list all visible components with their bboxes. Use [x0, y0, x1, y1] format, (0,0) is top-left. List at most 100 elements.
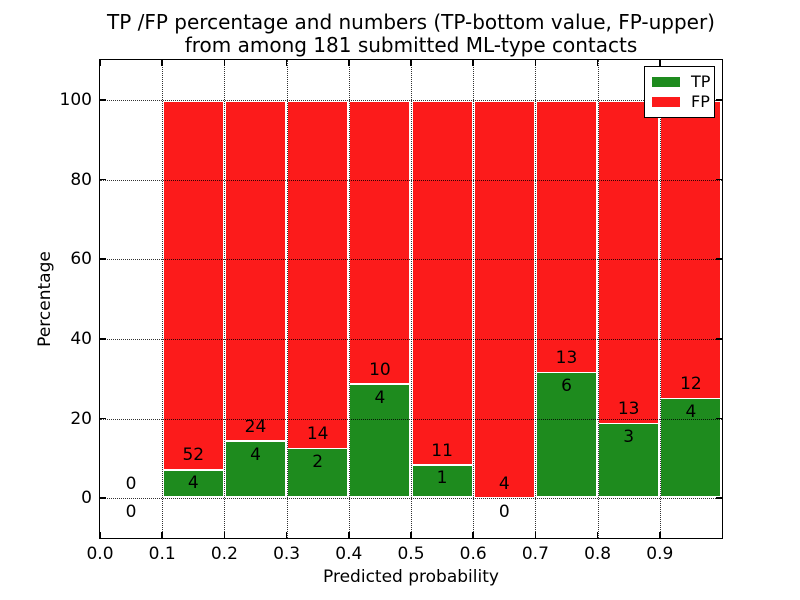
x-tick-label-0.8: 0.8: [584, 544, 612, 564]
fp-bar-segment: [537, 101, 596, 372]
y-tick-label-40: 40: [70, 328, 92, 349]
x-tick-mark-bottom: [659, 532, 661, 538]
fp-bar-segment: [163, 101, 223, 469]
fp-count-label: 11: [431, 440, 453, 461]
legend-label-tp: TP: [691, 72, 711, 91]
chart-title-line1: TP /FP percentage and numbers (TP-bottom…: [107, 10, 715, 34]
x-tick-mark-top: [99, 60, 101, 66]
x-tick-mark-bottom: [534, 532, 537, 538]
gridline-x-0.1: [162, 60, 164, 538]
y-tick-mark-left: [100, 178, 106, 181]
fp-bar-segment: [226, 101, 285, 441]
y-tick-mark-left: [100, 338, 106, 340]
y-tick-mark-right: [716, 338, 722, 340]
x-tick-label-0.3: 0.3: [273, 544, 301, 564]
tp-bar-segment: [537, 373, 596, 497]
tp-bar-segment: [163, 470, 223, 497]
x-tick-label-0.2: 0.2: [210, 544, 238, 564]
gridline-x-0.8: [597, 60, 599, 538]
x-tick-mark-bottom: [410, 532, 412, 538]
tp-count-label: 4: [250, 444, 261, 465]
bar-group-0.9: [659, 99, 722, 499]
gridline-y-80: [100, 179, 722, 181]
gridline-x-0.5: [411, 60, 412, 538]
fp-bar-segment: [288, 101, 348, 448]
legend-entry-fp: FP: [652, 92, 710, 112]
y-tick-label-60: 60: [70, 249, 92, 270]
fp-count-label: 0: [125, 473, 137, 494]
fp-count-label: 13: [617, 399, 640, 420]
gridline-y-100: [100, 99, 722, 101]
x-tick-mark-top: [348, 60, 350, 66]
y-tick-mark-left: [100, 497, 106, 499]
tp-count-label: 0: [125, 501, 137, 522]
tp-bar-segment: [661, 399, 721, 497]
gridline-x-0.2: [224, 60, 226, 538]
gridline-y-20: [100, 418, 722, 420]
x-tick-mark-bottom: [161, 532, 163, 538]
x-tick-mark-bottom: [99, 532, 101, 538]
x-tick-mark-bottom: [348, 532, 350, 538]
gridline-y-0: [100, 498, 722, 500]
bar-group-0.5: [411, 99, 474, 499]
fp-count-label: 14: [306, 423, 329, 444]
x-tick-label-0.5: 0.5: [397, 544, 425, 564]
tp-bar-segment: [288, 449, 348, 497]
tp-count-label: 6: [561, 375, 572, 396]
tp-bar-segment: [226, 442, 285, 497]
x-tick-mark-top: [534, 60, 537, 66]
fp-count-label: 13: [555, 347, 578, 368]
x-tick-label-0.4: 0.4: [335, 544, 363, 564]
x-tick-mark-top: [659, 60, 661, 66]
x-tick-mark-bottom: [223, 532, 226, 538]
y-tick-mark-left: [100, 417, 106, 420]
x-tick-label-0.6: 0.6: [459, 544, 487, 564]
legend-label-fp: FP: [691, 92, 710, 111]
y-tick-mark-right: [716, 258, 722, 260]
x-axis-label: Predicted probability: [323, 567, 499, 587]
fp-bar-segment: [350, 101, 410, 384]
bar-group-0.6: [473, 99, 536, 499]
fp-bar-segment: [661, 101, 721, 398]
fp-count-label: 12: [680, 374, 702, 395]
bar-group-0.4: [348, 99, 411, 499]
fp-count-label: 24: [244, 416, 267, 437]
fp-count-label: 52: [182, 445, 205, 466]
tp-count-label: 1: [436, 468, 448, 489]
tp-count-label: 4: [187, 473, 199, 494]
fp-bar-segment: [599, 101, 659, 423]
tp-count-label: 3: [623, 426, 635, 447]
tp-bar-segment: [412, 465, 472, 497]
tp-bar-segment: [599, 424, 659, 497]
y-tick-label-0: 0: [81, 488, 92, 509]
chart-title: TP /FP percentage and numbers (TP-bottom…: [100, 11, 722, 57]
y-tick-label-100: 100: [59, 89, 92, 110]
chart-title-line2: from among 181 submitted ML-type contact…: [184, 33, 638, 57]
tp-count-label: 2: [312, 451, 324, 472]
x-tick-mark-bottom: [285, 532, 288, 538]
x-tick-mark-top: [285, 60, 288, 66]
x-tick-mark-top: [161, 60, 163, 66]
y-tick-label-80: 80: [70, 169, 92, 190]
x-tick-mark-top: [472, 60, 474, 66]
fp-legend-swatch-icon: [652, 97, 680, 107]
y-tick-mark-right: [716, 178, 722, 181]
tp-count-label: 0: [498, 501, 510, 522]
fp-count-label: 10: [369, 359, 391, 380]
x-tick-label-0.1: 0.1: [148, 544, 176, 564]
x-tick-mark-bottom: [596, 532, 599, 538]
bar-group-0.8: [597, 99, 660, 499]
tp-count-label: 4: [374, 387, 386, 408]
y-tick-mark-right: [716, 497, 722, 499]
gridline-y-60: [100, 259, 722, 261]
tp-legend-swatch-icon: [652, 77, 680, 87]
gridline-x-0.4: [348, 60, 350, 538]
y-tick-mark-left: [100, 99, 106, 101]
x-tick-mark-top: [223, 60, 226, 66]
x-tick-label-0.0: 0.0: [86, 544, 114, 564]
legend: TP FP: [644, 66, 715, 118]
gridline-x-0.7: [535, 60, 537, 538]
x-tick-label-0.9: 0.9: [646, 544, 674, 564]
y-tick-mark-right: [716, 99, 722, 101]
